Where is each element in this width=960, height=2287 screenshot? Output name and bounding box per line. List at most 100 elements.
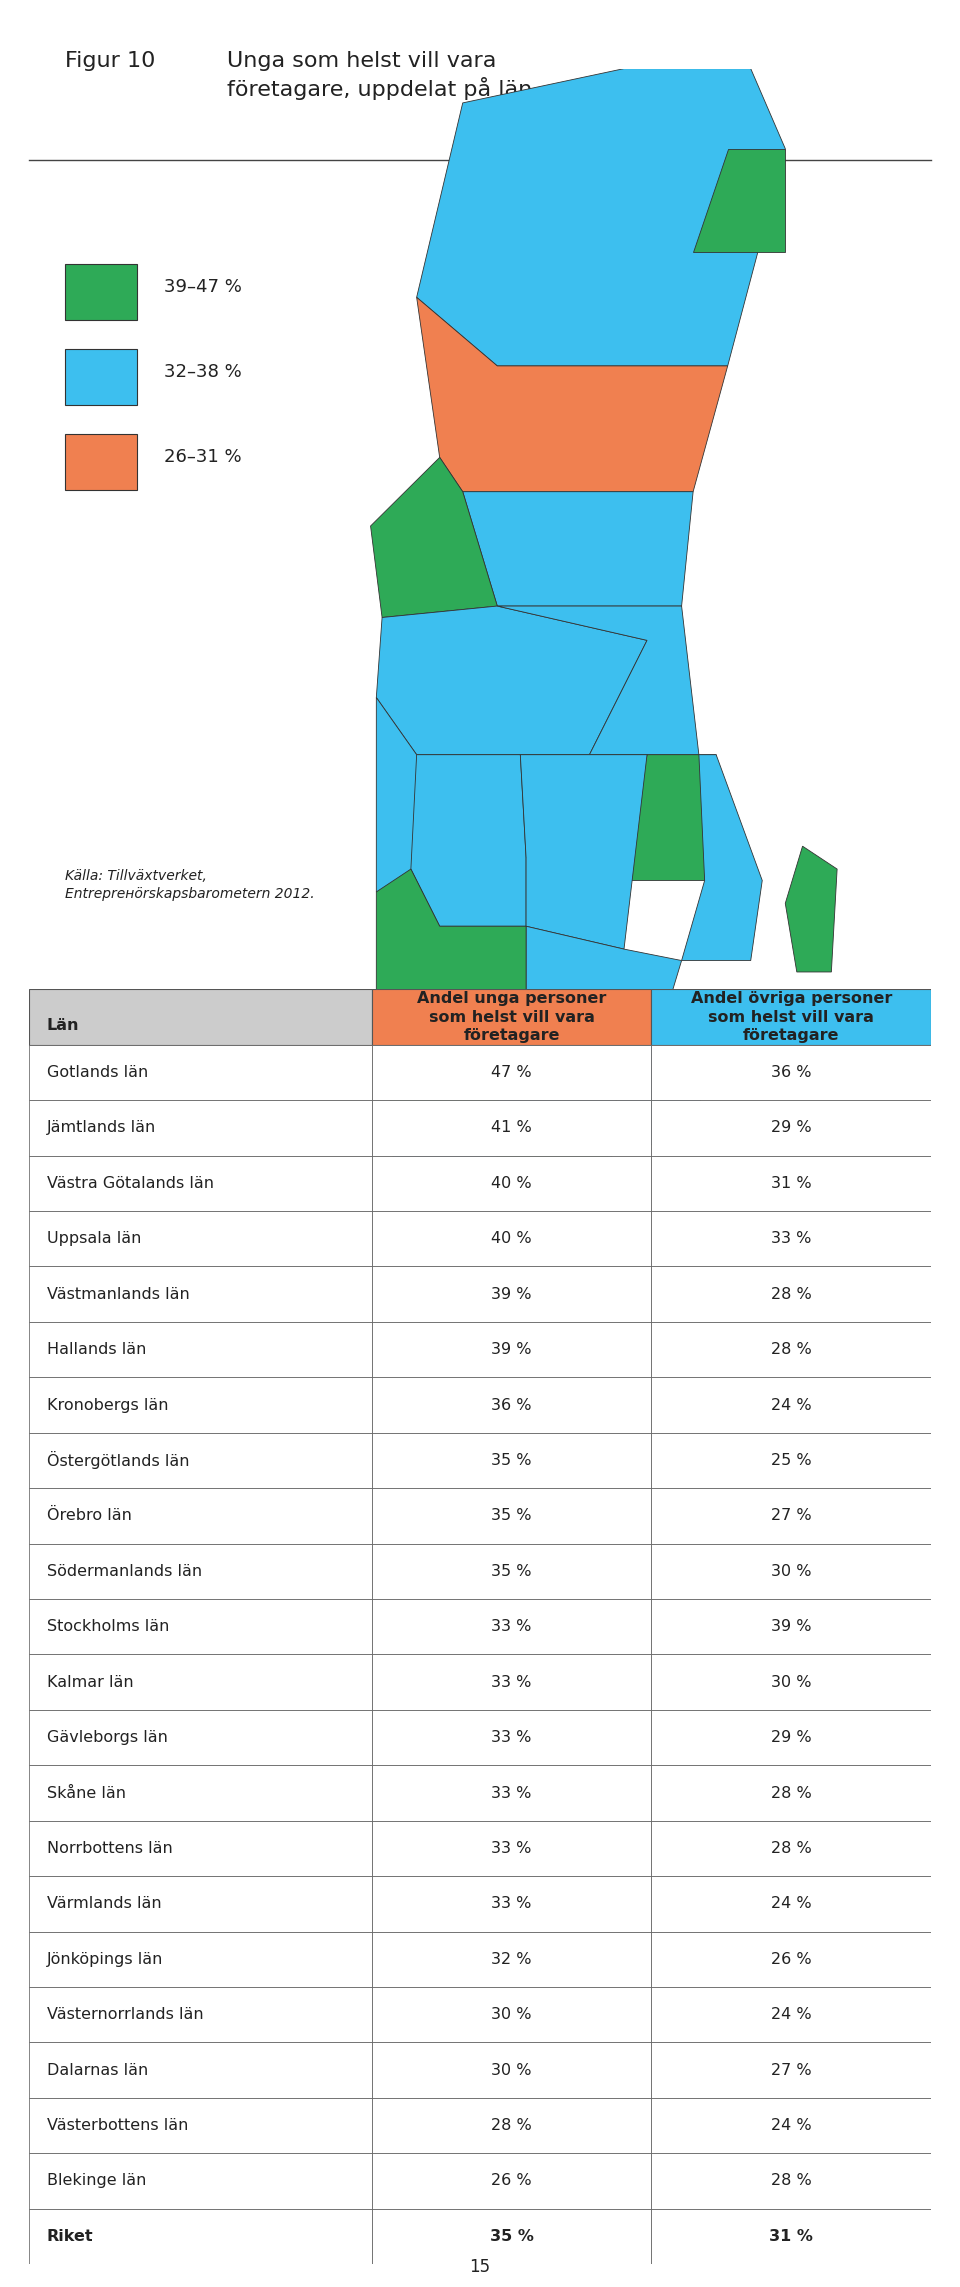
Polygon shape: [411, 755, 526, 926]
Bar: [372, 2209, 652, 2264]
Text: 33 %: 33 %: [492, 1619, 532, 1635]
Bar: [372, 1100, 652, 1155]
Text: Dalarnas län: Dalarnas län: [47, 2063, 148, 2077]
Text: Blekinge län: Blekinge län: [47, 2173, 146, 2189]
Polygon shape: [376, 869, 526, 1109]
Text: Östergötlands län: Östergötlands län: [47, 1452, 189, 1471]
Bar: [29, 1155, 372, 1212]
Bar: [372, 1489, 652, 1544]
Bar: [652, 1711, 931, 1766]
Bar: [29, 2097, 372, 2154]
Polygon shape: [497, 1166, 607, 1201]
Bar: [29, 1820, 372, 1875]
Polygon shape: [376, 698, 520, 892]
Bar: [652, 1432, 931, 1489]
Bar: [65, 348, 137, 405]
Text: 33 %: 33 %: [771, 1230, 811, 1246]
Bar: [652, 2154, 931, 2209]
Bar: [652, 1544, 931, 1599]
Text: Stockholms län: Stockholms län: [47, 1619, 169, 1635]
Bar: [372, 990, 652, 1045]
Text: 31 %: 31 %: [771, 1176, 811, 1192]
Polygon shape: [693, 149, 785, 252]
Text: Jönköpings län: Jönköpings län: [47, 1951, 163, 1967]
Text: Gävleborgs län: Gävleborgs län: [47, 1729, 168, 1745]
Bar: [652, 1933, 931, 1987]
Bar: [29, 990, 372, 1045]
Bar: [372, 1766, 652, 1820]
Text: 28 %: 28 %: [771, 1342, 812, 1356]
Bar: [29, 2209, 372, 2264]
Text: 35 %: 35 %: [492, 1452, 532, 1468]
Bar: [652, 1212, 931, 1267]
Bar: [372, 1432, 652, 1489]
Text: 40 %: 40 %: [492, 1230, 532, 1246]
Polygon shape: [785, 846, 837, 972]
Text: Värmlands län: Värmlands län: [47, 1896, 161, 1912]
Polygon shape: [371, 457, 497, 617]
Text: 26 %: 26 %: [492, 2173, 532, 2189]
Bar: [652, 1875, 931, 1933]
Bar: [372, 1820, 652, 1875]
Text: Västmanlands län: Västmanlands län: [47, 1288, 189, 1301]
Text: 33 %: 33 %: [492, 1841, 532, 1857]
Polygon shape: [388, 1109, 509, 1201]
Polygon shape: [520, 755, 647, 949]
Text: Gotlands län: Gotlands län: [47, 1066, 148, 1079]
Text: 39 %: 39 %: [771, 1619, 811, 1635]
Bar: [29, 1766, 372, 1820]
Text: 39–47 %: 39–47 %: [164, 279, 242, 297]
Text: 36 %: 36 %: [492, 1397, 532, 1413]
Bar: [652, 1267, 931, 1322]
Bar: [372, 2154, 652, 2209]
Text: Kronobergs län: Kronobergs län: [47, 1397, 168, 1413]
Bar: [652, 990, 931, 1045]
Bar: [652, 1987, 931, 2042]
Polygon shape: [682, 755, 762, 961]
Bar: [372, 2097, 652, 2154]
Bar: [652, 1155, 931, 1212]
Text: 24 %: 24 %: [771, 1896, 811, 1912]
Text: Riket: Riket: [47, 2230, 93, 2244]
Polygon shape: [497, 1018, 664, 1109]
Text: 28 %: 28 %: [771, 1288, 812, 1301]
Text: 27 %: 27 %: [771, 1509, 811, 1523]
Text: Källa: Tillväxtverket,
Entreprенörskapsbarometern 2012.: Källa: Tillväxtverket, Entreprенörskapsb…: [65, 869, 315, 901]
Text: 24 %: 24 %: [771, 2008, 811, 2022]
Text: 30 %: 30 %: [492, 2008, 532, 2022]
Text: 36 %: 36 %: [771, 1066, 811, 1079]
Text: Jämtlands län: Jämtlands län: [47, 1121, 156, 1134]
Bar: [652, 1820, 931, 1875]
Bar: [372, 1045, 652, 1100]
Bar: [372, 1875, 652, 1933]
Bar: [29, 1654, 372, 1711]
Text: Västerbottens län: Västerbottens län: [47, 2118, 188, 2134]
Polygon shape: [497, 1109, 612, 1166]
Bar: [29, 1933, 372, 1987]
Bar: [652, 1654, 931, 1711]
Bar: [372, 1212, 652, 1267]
Polygon shape: [526, 926, 682, 1018]
Bar: [372, 2042, 652, 2097]
Text: 29 %: 29 %: [771, 1729, 811, 1745]
Text: Örebro län: Örebro län: [47, 1509, 132, 1523]
Bar: [652, 2097, 931, 2154]
Polygon shape: [607, 1006, 705, 1166]
Text: 28 %: 28 %: [771, 2173, 812, 2189]
Bar: [29, 1987, 372, 2042]
Text: Skåne län: Skåne län: [47, 1786, 126, 1800]
Text: 39 %: 39 %: [492, 1288, 532, 1301]
Bar: [372, 1267, 652, 1322]
Bar: [652, 1100, 931, 1155]
Text: 30 %: 30 %: [771, 1674, 811, 1690]
Polygon shape: [417, 297, 728, 492]
Text: 35 %: 35 %: [492, 1564, 532, 1578]
Bar: [29, 2154, 372, 2209]
Text: 32–38 %: 32–38 %: [164, 364, 242, 382]
Bar: [652, 1322, 931, 1377]
Polygon shape: [520, 755, 647, 880]
Bar: [652, 2042, 931, 2097]
Text: 26–31 %: 26–31 %: [164, 448, 242, 467]
Bar: [372, 1322, 652, 1377]
Text: Andel övriga personer
som helst vill vara
företagare: Andel övriga personer som helst vill var…: [690, 990, 892, 1043]
